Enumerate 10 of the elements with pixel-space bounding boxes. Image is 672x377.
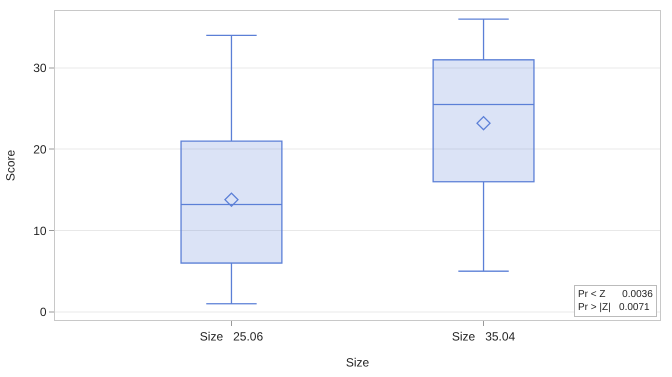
y-tick-label: 0	[40, 305, 47, 320]
y-tick-label: 10	[33, 224, 47, 238]
y-tick-label: 30	[33, 61, 47, 76]
x-tick-label: Size 25.06	[200, 329, 264, 344]
x-axis-title: Size	[346, 355, 370, 370]
y-axis-title: Score	[4, 150, 18, 182]
annotation: Pr < Z 0.0036	[578, 289, 654, 300]
x-tick-label: Size 35.04	[452, 329, 516, 344]
y-tick-label: 20	[33, 142, 47, 156]
annotation: Pr > |Z| 0.0071	[578, 302, 650, 313]
